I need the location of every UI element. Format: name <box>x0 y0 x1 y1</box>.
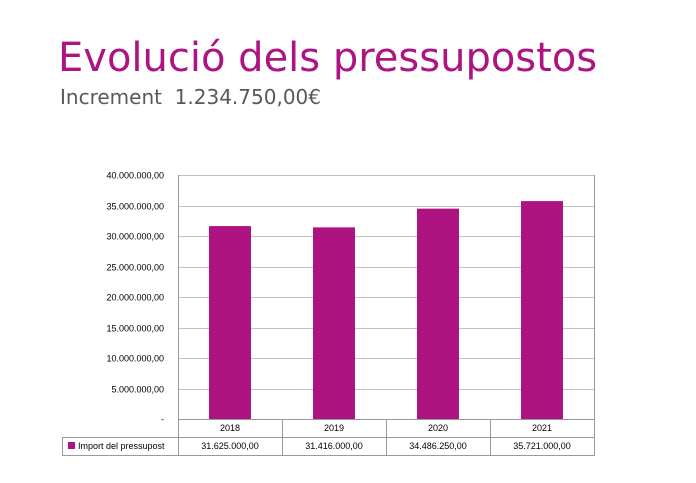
bar-2020 <box>417 208 459 419</box>
y-tick-label: 35.000.000,00 <box>106 202 164 212</box>
x-tick-label: 2020 <box>428 423 448 433</box>
bar-2018 <box>209 226 251 419</box>
y-tick-label: 10.000.000,00 <box>106 354 164 364</box>
x-tick-label: 2018 <box>220 423 240 433</box>
y-tick-label: 25.000.000,00 <box>106 263 164 273</box>
y-tick-label: 5.000.000,00 <box>111 385 164 395</box>
page-title: Evolució dels pressupostos <box>58 35 598 81</box>
bar-2019 <box>313 227 355 419</box>
bar-2021 <box>521 201 563 419</box>
y-tick-label: 40.000.000,00 <box>106 171 164 181</box>
data-label: 31.625.000,00 <box>201 441 259 451</box>
x-tick-label: 2019 <box>324 423 344 433</box>
y-tick-label: - <box>161 415 164 425</box>
y-tick-label: 30.000.000,00 <box>106 232 164 242</box>
page-subtitle: Increment 1.234.750,00€ <box>60 85 321 109</box>
y-tick-label: 20.000.000,00 <box>106 293 164 303</box>
data-label: 34.486.250,00 <box>409 441 467 451</box>
y-tick-label: 15.000.000,00 <box>106 324 164 334</box>
data-label: 35.721.000,00 <box>513 441 571 451</box>
data-label: 31.416.000,00 <box>305 441 363 451</box>
legend-swatch <box>68 442 75 449</box>
x-tick-label: 2021 <box>532 423 552 433</box>
legend-label: Import del pressupost <box>78 441 165 451</box>
